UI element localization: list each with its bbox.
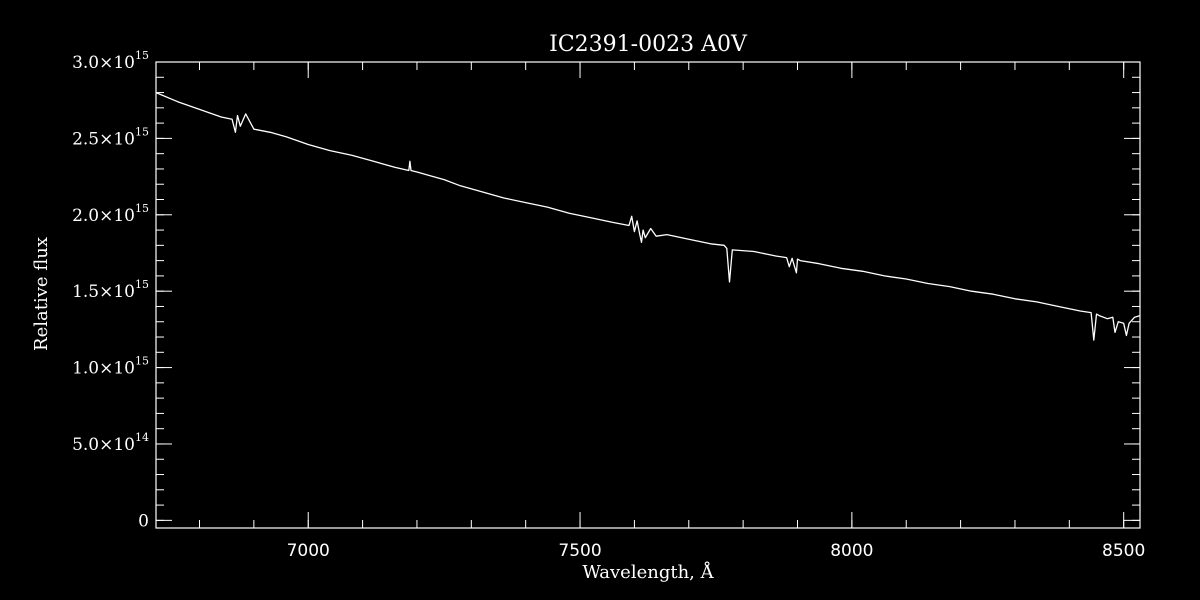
x-tick-label: 7500 xyxy=(558,541,601,561)
plot-frame xyxy=(155,61,1141,529)
y-tick-label: 3.0×1015 xyxy=(72,49,149,73)
series-layer xyxy=(155,92,1141,341)
y-tick-label: 5.0×1014 xyxy=(72,431,149,455)
y-tick-label: 2.0×1015 xyxy=(72,202,149,226)
x-tick-label: 7000 xyxy=(287,541,330,561)
y-tick-label: 1.0×1015 xyxy=(72,355,149,379)
y-axis-label: Relative flux xyxy=(31,237,52,351)
x-axis-label: Wavelength, Å xyxy=(582,561,714,583)
y-tick-label: 0 xyxy=(138,511,149,531)
y-tick-label: 1.5×1015 xyxy=(72,278,149,302)
x-tick-label: 8000 xyxy=(830,541,873,561)
spectrum-line xyxy=(155,92,1141,341)
x-tick-label: 8500 xyxy=(1102,541,1145,561)
axes-layer: 7000 7500 8000 8500 0 5.0×1014 1.0×1015 1.5×101… xyxy=(72,49,1145,561)
chart-title: IC2391-0023 A0V xyxy=(549,32,748,57)
y-tick-label: 2.5×1015 xyxy=(72,125,149,149)
